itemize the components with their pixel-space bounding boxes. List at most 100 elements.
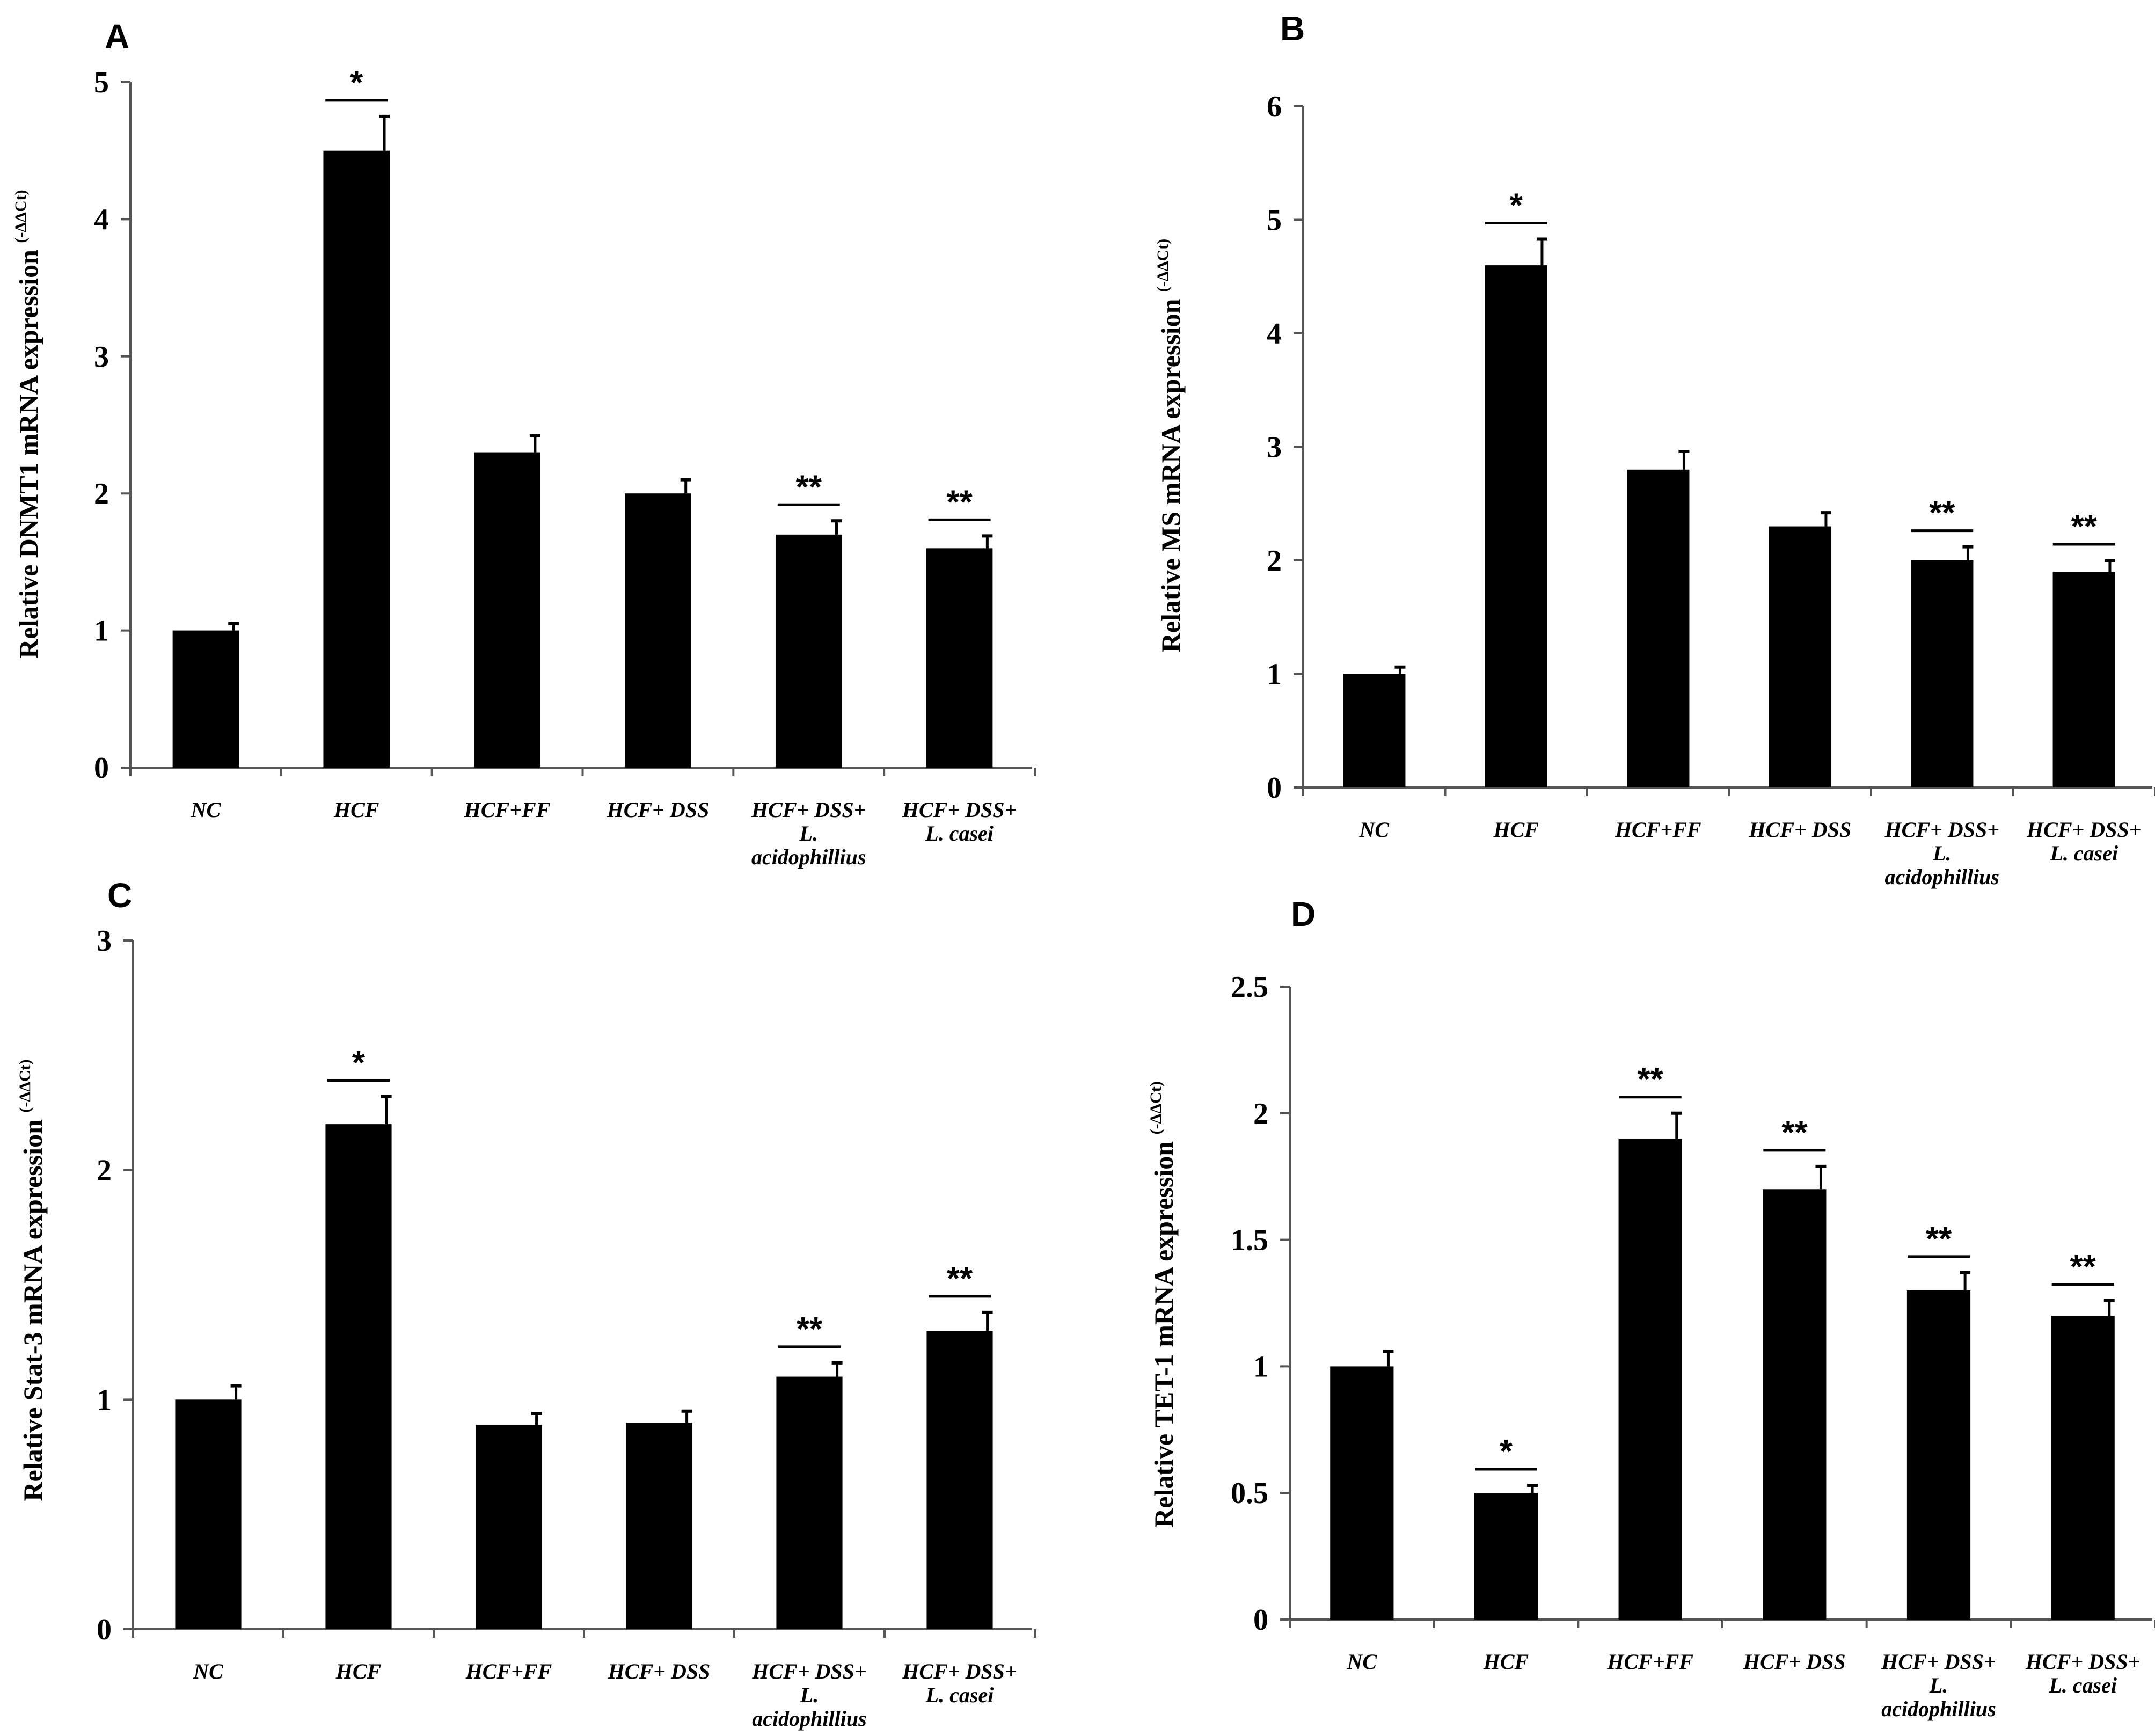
bar	[1330, 1366, 1394, 1620]
panel-label-c: C	[107, 876, 132, 915]
bar	[2051, 1316, 2115, 1620]
x-category-label: acidophillius	[751, 845, 866, 869]
significance-marker: **	[1781, 1114, 1808, 1151]
x-category-label: HCF+ DSS+	[1881, 1650, 1996, 1674]
bar	[1769, 526, 1831, 787]
x-category-label: L. casei	[2049, 841, 2118, 865]
x-category-label: L. casei	[925, 1683, 994, 1707]
bar	[926, 548, 993, 768]
x-category-label: L. casei	[925, 821, 994, 845]
y-tick-label: 3	[97, 924, 112, 958]
y-tick-label: 2	[97, 1154, 112, 1187]
y-tick-label: 2	[1267, 544, 1282, 578]
chart-panel-d: D 0 0.5 1 1.5 2 2.5 Relative TET-1 mRNA expres…	[1147, 895, 2155, 1721]
y-tick-label: 6	[1267, 90, 1282, 123]
significance-marker: **	[2070, 1249, 2096, 1286]
bar	[172, 630, 239, 768]
bar	[926, 1331, 993, 1629]
x-category-label: HCF+ DSS	[607, 798, 710, 822]
y-axis-title: Relative TET-1 mRNA expression (-ΔΔCt)	[1147, 1081, 1179, 1528]
x-category-label: HCF	[1483, 1650, 1529, 1674]
x-category-label: HCF	[335, 1659, 382, 1683]
bar	[175, 1399, 242, 1629]
x-category-label: HCF+ DSS+	[902, 1659, 1017, 1683]
y-axis-title-superscript: (-ΔΔCt)	[12, 189, 30, 243]
significance-marker: **	[946, 484, 973, 521]
bar	[1474, 1493, 1538, 1620]
bar	[474, 452, 540, 768]
y-tick-label: 0	[1267, 771, 1282, 805]
bar	[325, 1124, 392, 1629]
y-axis-title-superscript: (-ΔΔCt)	[16, 1059, 34, 1112]
bar	[625, 493, 691, 768]
significance-marker: *	[350, 64, 363, 101]
x-category-label: acidophillius	[1881, 1697, 1996, 1721]
y-tick-label: 0.5	[1231, 1477, 1268, 1510]
bar	[1906, 1290, 1971, 1620]
panel-label-a: A	[105, 17, 129, 56]
panel-label-d: D	[1291, 895, 1316, 933]
bar	[1627, 469, 1690, 787]
y-tick-label: 3	[94, 340, 109, 374]
significance-marker: *	[352, 1045, 366, 1082]
x-category-label: L.	[1932, 841, 1951, 865]
bar	[775, 534, 842, 768]
x-category-label: HCF	[333, 798, 379, 822]
chart-panel-c: C 0 1 2 3 Relative Stat-3 mRNA expression (-…	[16, 876, 1036, 1731]
y-tick-label: 1	[94, 615, 109, 648]
x-category-label: NC	[1347, 1650, 1378, 1674]
x-category-label: HCF+ DSS+	[2025, 1650, 2140, 1674]
significance-marker: **	[796, 469, 822, 506]
bar	[1763, 1189, 1827, 1620]
y-axis-title: Relative Stat-3 mRNA expression (-ΔΔCt)	[16, 1059, 48, 1501]
x-category-label: HCF+FF	[1606, 1650, 1693, 1674]
bar	[476, 1425, 542, 1629]
bar	[2052, 572, 2115, 787]
bar	[323, 150, 390, 768]
y-tick-label: 0	[1253, 1603, 1268, 1637]
x-category-label: HCF+FF	[464, 798, 551, 822]
bar	[626, 1423, 692, 1629]
x-category-label: L. casei	[2048, 1673, 2117, 1697]
chart-panel-b: B 0 1 2 3 4 5 6 Relative MS mRNA expression (-Δ…	[1154, 9, 2155, 889]
y-tick-label: 2.5	[1231, 971, 1268, 1004]
x-category-label: HCF	[1493, 818, 1539, 842]
significance-marker: *	[1510, 187, 1523, 224]
x-category-label: HCF+ DSS+	[2026, 818, 2141, 842]
x-category-label: HCF+FF	[1615, 818, 1701, 842]
x-category-label: NC	[191, 798, 222, 822]
x-category-label: acidophillius	[752, 1706, 866, 1731]
y-tick-label: 1	[97, 1383, 112, 1417]
y-tick-label: 1.5	[1231, 1224, 1268, 1257]
panel-label-b: B	[1280, 9, 1305, 48]
y-tick-label: 0	[94, 752, 109, 785]
y-axis-title-superscript: (-ΔΔCt)	[1154, 239, 1172, 292]
significance-marker: **	[797, 1311, 823, 1348]
y-tick-label: 5	[1267, 204, 1282, 237]
chart-panel-a: A 0 1 2 3 4 5 Relative DNMT1 mRNA expression (…	[12, 17, 1036, 869]
bar	[1485, 265, 1547, 788]
y-axis-title: Relative MS mRNA expression (-ΔΔCt)	[1154, 239, 1186, 653]
significance-marker: **	[1926, 1221, 1952, 1258]
y-tick-label: 3	[1267, 431, 1282, 464]
x-category-label: HCF+ DSS+	[751, 798, 866, 822]
y-axis-title-superscript: (-ΔΔCt)	[1147, 1081, 1165, 1134]
x-category-label: NC	[1358, 818, 1390, 842]
significance-marker: **	[947, 1260, 973, 1297]
x-category-label: HCF+ DSS+	[751, 1659, 866, 1683]
significance-marker: *	[1500, 1433, 1513, 1470]
x-category-label: L.	[1929, 1673, 1948, 1697]
bar	[1343, 674, 1406, 787]
y-axis-title: Relative DNMT1 mRNA expression (-ΔΔCt)	[12, 189, 43, 658]
x-category-label: HCF+ DSS	[1743, 1650, 1846, 1674]
bar	[1911, 560, 1974, 787]
x-category-label: HCF+FF	[465, 1659, 552, 1683]
x-category-label: HCF+ DSS	[608, 1659, 711, 1683]
y-tick-label: 4	[1267, 317, 1282, 351]
x-category-label: HCF+ DSS+	[1884, 818, 1999, 842]
y-tick-label: 1	[1253, 1350, 1268, 1383]
bar	[776, 1376, 843, 1629]
y-tick-label: 5	[94, 66, 109, 99]
